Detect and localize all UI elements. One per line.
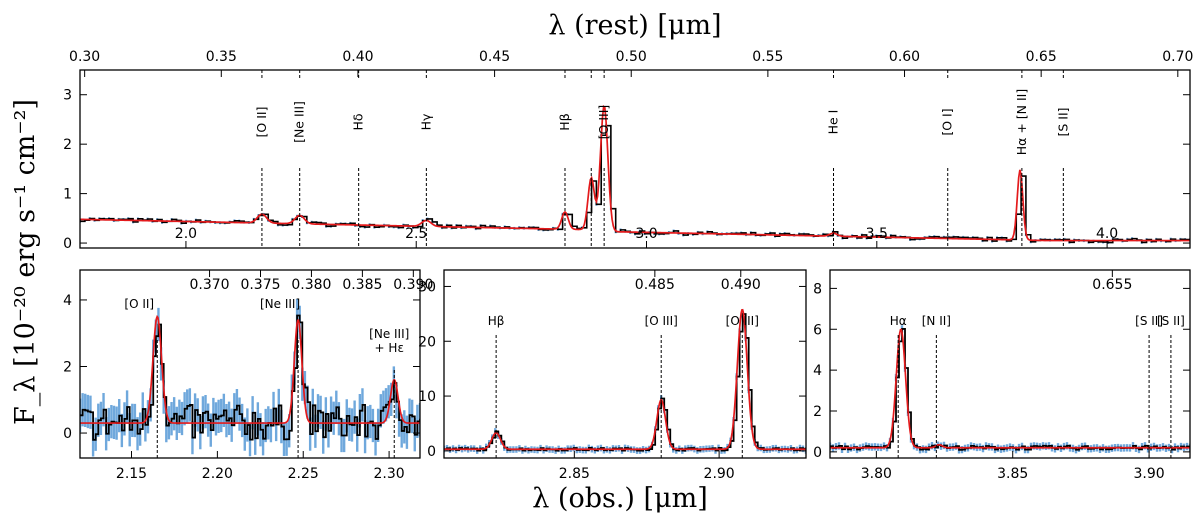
y-tick-label: 0 xyxy=(63,236,72,252)
y-axis-label: F_λ [10⁻²⁰ erg s⁻¹ cm⁻²] xyxy=(10,99,41,425)
line-label: Hδ xyxy=(351,113,366,130)
data-spectrum xyxy=(830,328,1190,451)
line-label: Hβ xyxy=(488,314,505,328)
line-label: + Hε xyxy=(375,341,404,355)
data-spectrum xyxy=(80,124,1190,244)
line-label: Hγ xyxy=(418,113,433,130)
line-label: Hα xyxy=(890,314,907,328)
error-bars xyxy=(830,325,1190,454)
x-tick-label-rest: 0.55 xyxy=(752,49,783,65)
model-fit xyxy=(80,104,1190,242)
x-tick-label-rest: 0.370 xyxy=(189,277,229,293)
line-label: [S II] xyxy=(1055,107,1070,136)
y-tick-label: 0 xyxy=(63,426,72,442)
line-label: Hα + [N II] xyxy=(1014,89,1029,156)
line-label: He I xyxy=(826,110,841,135)
line-label: [O III] xyxy=(596,105,611,140)
line-label: Hβ xyxy=(557,113,572,130)
x-tick-label-rest: 0.70 xyxy=(1162,49,1193,65)
y-tick-label: 3 xyxy=(63,88,72,104)
panel-bottom-middle: Hβ [O III] [O III] 0 10 20 30 2.85 2.90 0.485 0.49… xyxy=(418,269,807,482)
line-label: [S II] xyxy=(1157,314,1185,328)
y-tick-label: 2 xyxy=(63,137,72,153)
y-tick-label: 0 xyxy=(813,445,822,461)
panel-frame xyxy=(443,269,807,459)
x-tick-label-rest: 0.655 xyxy=(1092,277,1132,293)
line-label: [Ne III] xyxy=(260,297,300,311)
panel-bottom-right: Hα [N II] [S II][S II] 0 2 4 6 8 3.80 3.85 3.90 0.6… xyxy=(813,269,1191,482)
x-tick-label-observed: 2.90 xyxy=(704,466,735,482)
y-tick-label: 2 xyxy=(813,404,822,420)
x-tick-label-observed: 4.0 xyxy=(1096,226,1118,242)
y-tick-label: 20 xyxy=(418,334,436,350)
model-fit xyxy=(444,308,806,451)
y-tick-label: 0 xyxy=(427,444,436,460)
line-label: [N II] xyxy=(922,314,951,328)
panel-frame xyxy=(79,269,421,459)
x-axis-label-observed: λ (obs.) [μm] xyxy=(532,483,708,514)
y-tick-label: 4 xyxy=(63,293,72,309)
model-fit xyxy=(80,314,420,424)
x-tick-label-rest: 0.35 xyxy=(206,49,237,65)
panel-frame xyxy=(829,269,1191,459)
x-tick-label-observed: 2.25 xyxy=(288,466,319,482)
x-axis-label-rest: λ (rest) [μm] xyxy=(548,10,721,41)
x-tick-label-rest: 0.390 xyxy=(393,277,433,293)
x-tick-label-observed: 3.5 xyxy=(866,226,888,242)
x-tick-label-rest: 0.30 xyxy=(69,49,100,65)
x-tick-label-rest: 0.65 xyxy=(1026,49,1057,65)
model-fit xyxy=(830,328,1190,449)
data-spectrum xyxy=(444,313,806,452)
y-tick-label: 1 xyxy=(63,187,72,203)
y-tick-label: 2 xyxy=(63,359,72,375)
line-label: [O II] xyxy=(124,297,154,311)
x-tick-label-observed: 2.5 xyxy=(405,226,427,242)
x-tick-label-rest: 0.485 xyxy=(635,277,675,293)
line-label: [O I] xyxy=(940,108,955,135)
x-tick-label-rest: 0.40 xyxy=(342,49,373,65)
x-tick-label-observed: 2.30 xyxy=(374,466,405,482)
x-tick-label-rest: 0.380 xyxy=(291,277,331,293)
y-tick-label: 10 xyxy=(418,389,436,405)
x-tick-label-observed: 3.90 xyxy=(1134,466,1165,482)
line-label: [Ne III] xyxy=(369,327,409,341)
x-tick-label-observed: 3.0 xyxy=(635,226,657,242)
line-label: [O III] xyxy=(726,314,759,328)
data-spectrum xyxy=(80,314,420,441)
line-label: [O III] xyxy=(645,314,678,328)
x-tick-label-rest: 0.50 xyxy=(616,49,647,65)
x-tick-label-rest: 0.60 xyxy=(889,49,920,65)
x-tick-label-observed: 3.80 xyxy=(861,466,892,482)
panel-top: [O II] [Ne III] Hδ Hγ Hβ [O III] He I [O I] Hα +… xyxy=(63,49,1193,252)
line-label: [O II] xyxy=(254,107,269,138)
x-tick-label-observed: 3.85 xyxy=(997,466,1028,482)
panel-frame xyxy=(79,69,1191,249)
x-tick-label-rest: 0.45 xyxy=(479,49,510,65)
y-tick-label: 4 xyxy=(813,363,822,379)
y-tick-label: 6 xyxy=(813,322,822,338)
x-tick-label-observed: 2.85 xyxy=(559,466,590,482)
x-tick-label-rest: 0.375 xyxy=(240,277,280,293)
x-tick-label-rest: 0.385 xyxy=(342,277,382,293)
x-tick-label-rest: 0.490 xyxy=(721,277,761,293)
y-tick-label: 8 xyxy=(813,281,822,297)
x-tick-label-observed: 2.15 xyxy=(116,466,147,482)
x-tick-label-observed: 2.0 xyxy=(175,226,197,242)
y-tick-label: 30 xyxy=(418,279,436,295)
line-label: [S II] xyxy=(1135,314,1163,328)
x-tick-label-observed: 2.20 xyxy=(202,466,233,482)
line-label: [Ne III] xyxy=(292,101,307,143)
